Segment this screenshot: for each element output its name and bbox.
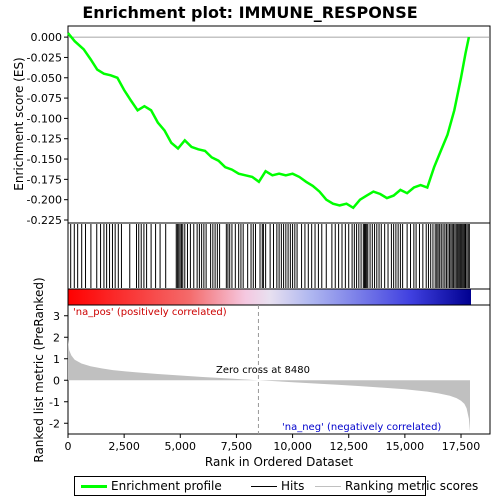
x-tick-label: 0 [65,440,72,453]
es-y-tick-label: -0.025 [27,51,62,64]
es-y-tick-label: -0.125 [27,133,62,146]
metric-panel-frame [67,304,491,435]
x-tick-label: 7,500 [221,440,253,453]
es-y-tick-label: 0.000 [31,31,63,44]
positive-correlation-label: 'na_pos' (positively correlated) [73,307,227,318]
metric-y-tick-label: 1 [53,353,60,366]
x-tick-label: 5,000 [165,440,197,453]
es-y-tick-label: -0.150 [27,153,62,166]
hits-panel [67,222,491,290]
metric-y-tick-label: 0 [53,374,60,387]
es-y-tick-label: -0.100 [27,112,62,125]
es-y-tick-label: -0.175 [27,173,62,186]
negative-correlation-label: 'na_neg' (negatively correlated) [282,422,441,433]
legend-enrichment-swatch [81,485,107,488]
x-tick-label: 10,000 [273,440,312,453]
legend-metric-label: Ranking metric scores [345,479,479,493]
es-y-tick-label: -0.050 [27,72,62,85]
chart-title: Enrichment plot: IMMUNE_RESPONSE [82,3,417,22]
metric-y-tick-label: -1 [49,396,60,409]
legend-enrichment-label: Enrichment profile [111,479,222,493]
legend-hits-swatch [251,486,277,487]
x-tick-label: 17,500 [442,440,481,453]
es-y-tick-label: -0.075 [27,92,62,105]
legend-metric-swatch [315,486,341,487]
legend-hits-label: Hits [281,479,305,493]
es-panel: 0.000 -0.025 -0.050 -0.075 -0.100 -0.125 -0.15… [12,25,491,227]
metric-y-tick-label: 2 [53,331,60,344]
legend: Enrichment profile Hits Ranking metric s… [74,476,478,496]
metric-y-axis-label: Ranked list metric (PreRanked) [32,277,46,462]
metric-y-tick-label: 3 [53,310,60,323]
ranking-metric-area [68,339,470,432]
es-y-axis-label: Enrichment score (ES) [12,57,26,190]
es-y-tick-label: -0.200 [27,194,62,207]
es-y-tick-label: -0.225 [27,214,62,227]
metric-y-tick-label: -2 [49,417,60,430]
x-axis-label: Rank in Ordered Dataset [205,455,353,469]
x-tick-label: 15,000 [386,440,425,453]
x-tick-label: 2,500 [108,440,140,453]
zero-cross-label: Zero cross at 8480 [216,365,310,376]
es-panel-frame [67,25,491,224]
x-tick-label: 12,500 [329,440,368,453]
rank-color-bar [68,289,471,305]
enrichment-profile-line [67,32,471,210]
